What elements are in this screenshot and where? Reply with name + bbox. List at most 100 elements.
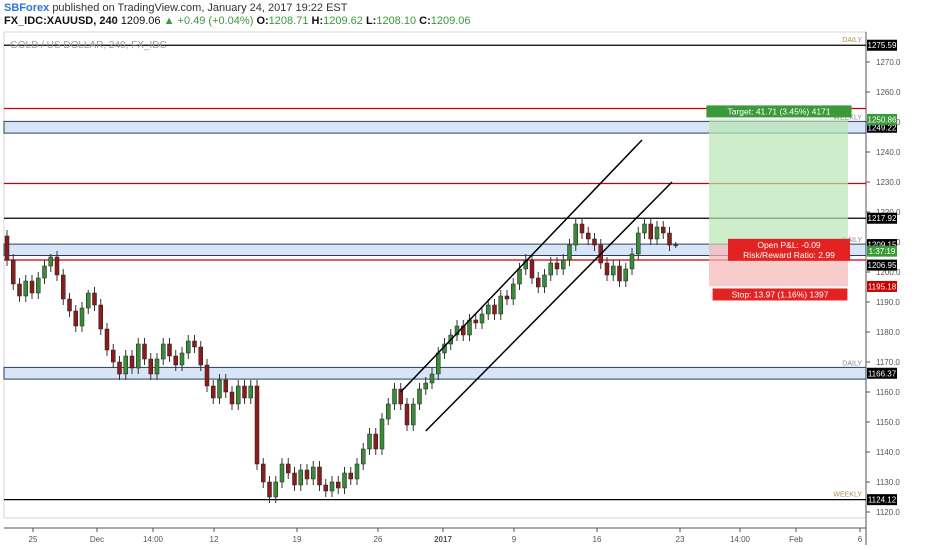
price-axis-label: 1217.92 (868, 214, 897, 223)
target-label-bg (706, 105, 852, 118)
price-axis-label-bg (867, 259, 897, 271)
candle-body (673, 244, 678, 247)
price-axis-label-bg (867, 212, 897, 224)
low-label: L: (365, 15, 377, 27)
price-change: ▲ +0.49 (+0.04%) (163, 15, 254, 27)
y-tick-label: 1230.0 (876, 178, 901, 187)
publisher-name[interactable]: SBForex (4, 2, 50, 14)
y-tick-label: 1180.0 (876, 328, 900, 337)
candle-body (54, 256, 60, 276)
candle-body (498, 295, 503, 315)
candle-body (429, 373, 435, 384)
x-tick-label: 26 (374, 535, 383, 544)
price-axis-label: 1250.86 (868, 115, 897, 124)
candle-body (592, 238, 597, 246)
candle-body (473, 319, 478, 324)
candle-body (379, 418, 385, 450)
candle-body (636, 232, 641, 255)
zone-tag: WEEKLY (833, 114, 862, 121)
close-value: 1209.06 (430, 15, 471, 27)
candle-body (329, 481, 335, 492)
candle-body (623, 268, 628, 282)
x-tick-label: 2017 (434, 535, 452, 544)
channel-upper-line (400, 139, 643, 393)
low-value: 1208.10 (376, 15, 417, 27)
candle-body (79, 307, 85, 327)
price-axis-label-bg (867, 367, 897, 379)
candle-body (323, 484, 328, 492)
high-label: H: (311, 15, 324, 27)
candle-body (536, 277, 541, 288)
candle-body (123, 355, 128, 375)
candle-body (142, 343, 147, 360)
candle-body (217, 379, 222, 399)
candle-body (286, 463, 291, 474)
high-value: 1209.62 (323, 15, 363, 27)
last-price: 1209.06 (120, 15, 161, 27)
x-tick-label: Dec (90, 535, 104, 544)
candle-body (398, 388, 403, 405)
y-tick-label: 1130.0 (876, 478, 900, 487)
candle-body (42, 265, 47, 279)
candle-body (642, 223, 647, 234)
candle-body (154, 358, 160, 375)
candle-body (361, 448, 366, 465)
candle-body (404, 403, 410, 426)
candle-body (117, 361, 122, 375)
candle-body (667, 232, 672, 246)
publish-info: published on TradingView.com, January 24… (52, 2, 348, 14)
candle-body (279, 463, 285, 483)
candle-body (179, 352, 185, 366)
candle-body (517, 268, 522, 285)
candle-body (629, 253, 635, 270)
candle-body (567, 244, 572, 261)
close-label: C: (419, 15, 431, 27)
x-tick-label: 14:00 (730, 535, 751, 544)
candle-body (248, 385, 253, 399)
candle-body (411, 403, 416, 426)
x-tick-label: 16 (593, 535, 602, 544)
candle-body (111, 349, 116, 363)
candle-body (529, 259, 535, 279)
support-zone (3, 366, 867, 380)
price-axis-label-bg (867, 280, 897, 292)
candle-body (511, 283, 516, 300)
price-axis-label: 1:37:19 (869, 247, 896, 256)
price-axis-label: 1166.37 (868, 369, 897, 378)
y-tick-label: 1200.0 (876, 268, 901, 277)
candle-body (148, 358, 153, 375)
x-tick-label: 6 (858, 535, 863, 544)
candle-body (367, 433, 372, 450)
candle-body (554, 262, 560, 270)
price-axis-label: 1206.95 (868, 261, 897, 270)
candle-body (648, 223, 653, 240)
candle-body (36, 277, 41, 294)
candle-body (167, 343, 172, 357)
y-tick-label: 1270.0 (876, 58, 901, 67)
candle-body (73, 310, 78, 327)
candle-body (336, 481, 341, 489)
candle-body (23, 280, 28, 297)
candle-body (486, 304, 491, 315)
candle-body (504, 295, 510, 300)
y-tick-label: 1190.0 (876, 298, 900, 307)
candle-body (204, 364, 210, 387)
support-zone (3, 243, 867, 257)
candle-body (386, 403, 391, 420)
open-label: O: (256, 15, 269, 27)
candle-body (17, 283, 22, 297)
candle-body (4, 235, 10, 261)
y-tick-label: 1260.0 (876, 88, 901, 97)
rr-label: Risk/Reward Ratio: 2.99 (743, 250, 835, 260)
candle-body (104, 328, 110, 351)
candle-body (98, 304, 103, 330)
candle-body (186, 340, 191, 354)
y-tick-label: 1140.0 (876, 448, 900, 457)
target-zone (709, 119, 848, 245)
candle-body (392, 388, 397, 405)
y-tick-label: 1160.0 (876, 388, 900, 397)
candle-body (661, 226, 666, 234)
zone-tag: DAILY (842, 237, 862, 244)
candle-body (273, 481, 278, 498)
